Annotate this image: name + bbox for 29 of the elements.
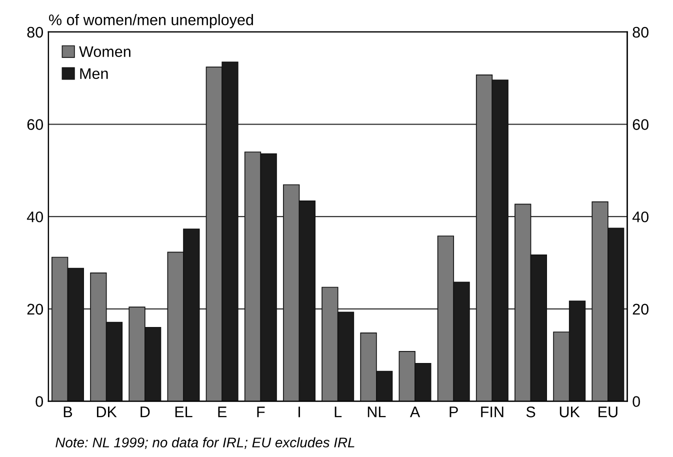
x-tick-label: S bbox=[526, 406, 536, 418]
y-tick-label: 80 bbox=[27, 26, 43, 38]
y-tick-label: 20 bbox=[27, 304, 43, 315]
x-tick-label: B bbox=[64, 406, 72, 418]
x-tick-label: D bbox=[140, 406, 150, 418]
y-tick-label: 0 bbox=[36, 396, 43, 407]
y2-tick-label: 0 bbox=[632, 396, 640, 407]
x-tick-label: EL bbox=[175, 406, 192, 418]
x-tick-label: F bbox=[257, 406, 265, 418]
y-axis-title: % of women/men unemployed bbox=[49, 14, 253, 28]
x-tick-label: I bbox=[298, 406, 300, 418]
y2-tick-label: 40 bbox=[632, 211, 648, 222]
y2-tick-label: 20 bbox=[632, 304, 648, 315]
y-tick-label: 60 bbox=[27, 119, 43, 130]
legend-label: Men bbox=[80, 68, 108, 80]
y-tick-label: 40 bbox=[26, 211, 43, 222]
x-tick-label: UK bbox=[560, 406, 580, 418]
x-tick-label: E bbox=[218, 406, 227, 418]
y2-tick-label: 60 bbox=[632, 119, 648, 130]
x-tick-label: NL bbox=[368, 406, 386, 418]
text: Note: NL 1999; no data for IRL; EU excludes IRL bbox=[56, 437, 354, 450]
x-tick-label: FIN bbox=[481, 406, 504, 418]
x-tick-label: DK bbox=[96, 406, 117, 418]
legend-label: Women bbox=[79, 46, 130, 58]
y2-tick-label: 80 bbox=[632, 26, 648, 38]
x-tick-label: EU bbox=[598, 406, 618, 418]
x-tick-label: P bbox=[450, 406, 458, 418]
x-tick-label: L bbox=[334, 406, 342, 418]
x-tick-label: A bbox=[410, 406, 420, 418]
